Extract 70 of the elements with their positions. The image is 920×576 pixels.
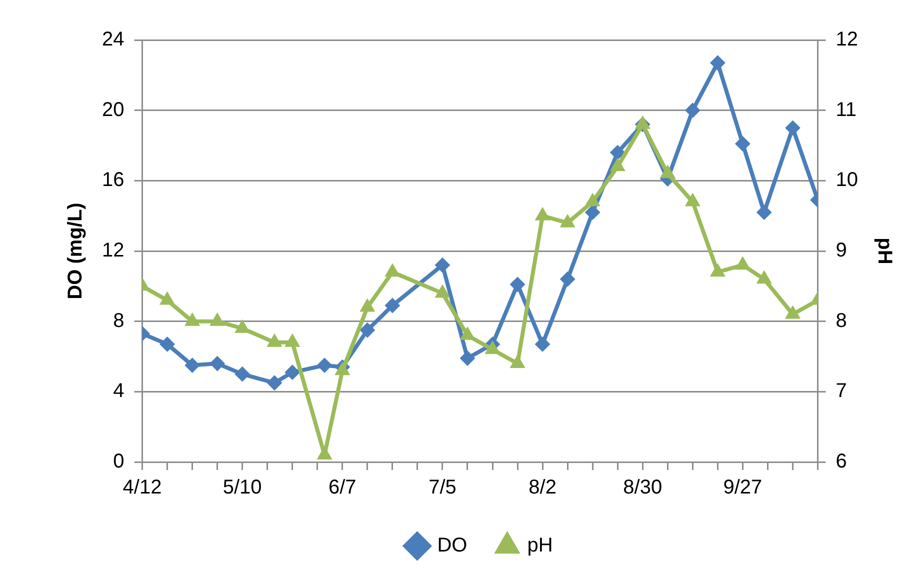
point [585, 193, 600, 206]
y2-tick-label: 12 [836, 28, 858, 51]
x-tick-label: 8/2 [528, 476, 556, 499]
y2-tick-label: 6 [836, 450, 847, 473]
point [560, 272, 576, 287]
point [535, 336, 550, 352]
point [184, 312, 200, 326]
x-tick-label: 7/5 [428, 476, 456, 499]
point [685, 102, 700, 118]
y-tick-label: 8 [113, 310, 124, 332]
point [266, 375, 282, 390]
point [434, 258, 450, 273]
point [210, 356, 225, 372]
x-tick-label: 8/30 [623, 476, 662, 499]
point [160, 336, 175, 352]
y-tick-label: 4 [113, 380, 124, 402]
point [360, 298, 375, 312]
legend-label: DO [437, 534, 468, 557]
point [184, 358, 200, 373]
x-tick-label: 9/27 [723, 476, 762, 499]
point [160, 292, 175, 305]
point [585, 204, 600, 220]
y2-tick-label: 10 [836, 169, 858, 192]
point [485, 340, 500, 354]
point [460, 326, 475, 340]
point [685, 193, 700, 206]
point [385, 264, 400, 277]
y2-tick-label: 7 [836, 380, 847, 402]
point [710, 55, 726, 70]
point [560, 214, 575, 228]
point [535, 207, 550, 220]
y-tick-label: 24 [102, 28, 124, 51]
y2-axis-title: pH [873, 238, 896, 264]
point [785, 306, 800, 319]
y-tick-label: 0 [113, 450, 124, 473]
y-axis-title: DO (mg/L) [64, 202, 87, 300]
point [785, 120, 800, 136]
point [735, 256, 750, 270]
point [317, 446, 332, 460]
point [384, 298, 400, 314]
point [710, 264, 726, 277]
point [660, 165, 676, 178]
point [510, 355, 525, 368]
point [234, 366, 250, 382]
point [756, 204, 772, 220]
point [610, 158, 626, 172]
y-tick-label: 16 [102, 169, 124, 192]
point [735, 136, 750, 152]
point [234, 320, 250, 333]
y-tick-label: 20 [102, 98, 124, 121]
point [284, 364, 300, 380]
y2-tick-label: 9 [836, 240, 847, 262]
point [284, 334, 300, 347]
point [635, 116, 650, 129]
point [756, 270, 772, 284]
legend-label: pH [527, 534, 553, 557]
point [510, 276, 526, 292]
point [210, 312, 225, 326]
x-tick-label: 4/12 [122, 476, 162, 499]
point [317, 358, 332, 373]
x-tick-label: 6/7 [328, 476, 356, 499]
y2-tick-label: 8 [836, 310, 847, 332]
point [610, 145, 626, 160]
point [435, 284, 450, 298]
x-tick-label: 5/10 [222, 476, 262, 499]
y-tick-label: 12 [102, 240, 124, 262]
point [460, 350, 475, 366]
point [267, 334, 282, 347]
point [360, 322, 375, 338]
y2-tick-label: 11 [836, 98, 857, 121]
